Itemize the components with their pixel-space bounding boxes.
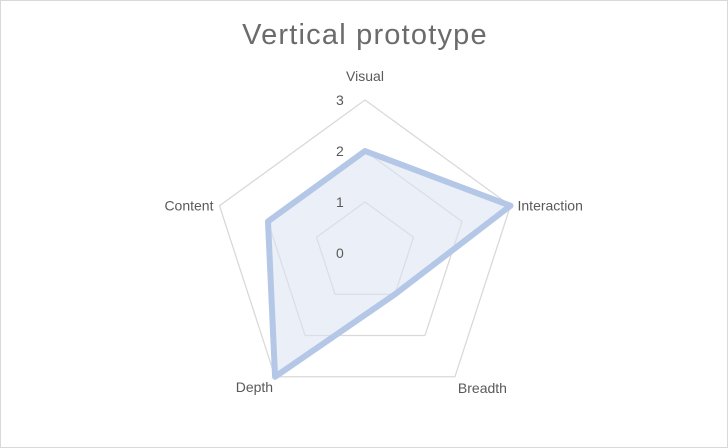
- tick-label-2: 2: [336, 143, 344, 159]
- category-label-visual: Visual: [346, 68, 384, 84]
- tick-label-0: 0: [336, 245, 344, 261]
- tick-label-1: 1: [336, 194, 344, 210]
- category-label-interaction: Interaction: [518, 198, 583, 214]
- grid-ring-3: [218, 99, 512, 378]
- category-label-content: Content: [164, 198, 213, 214]
- data-series-area: [264, 148, 514, 380]
- tick-label-3: 3: [336, 92, 344, 108]
- category-label-breadth: Breadth: [458, 380, 507, 396]
- category-label-depth: Depth: [236, 379, 273, 395]
- chart-title: Vertical prototype: [242, 19, 488, 51]
